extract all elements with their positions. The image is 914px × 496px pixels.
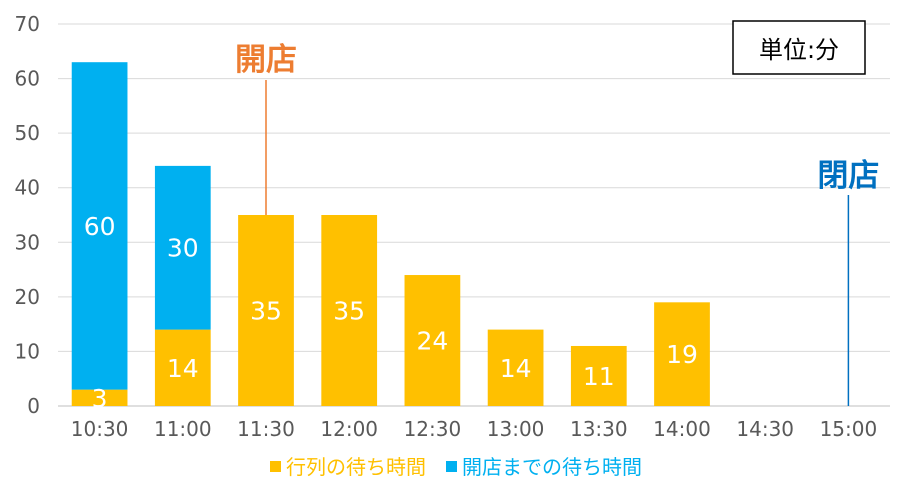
y-tick-label: 70 [15,12,40,36]
y-tick-label: 0 [27,394,40,418]
annotation-label: 開店 [235,42,297,78]
x-tick-label: 13:30 [570,417,628,441]
bar-data-label: 11 [583,362,615,391]
y-tick-label: 40 [15,176,40,200]
x-tick-label: 12:30 [404,417,462,441]
y-tick-label: 50 [15,121,40,145]
bar-data-label: 14 [500,354,532,383]
bar-data-label: 35 [333,297,365,326]
unit-box: 単位:分 [732,20,866,75]
bar-data-label: 3 [92,384,108,413]
bar-data-label: 30 [167,234,199,263]
x-axis-tick-labels: 10:30 11:00 11:30 12:00 12:30 13:00 13:30 14:00… [71,417,877,441]
annotation-label: 閉店 [817,158,879,194]
legend-swatch [446,461,457,472]
bar-data-label: 60 [84,212,116,241]
bar-data-label: 35 [250,297,282,326]
bar-data-label: 24 [416,327,448,356]
x-tick-label: 11:30 [237,417,295,441]
bar-segment [321,215,378,406]
y-axis-tick-labels: 0 10 20 30 40 50 60 70 [15,12,40,418]
x-tick-label: 10:30 [71,417,129,441]
bar-segment [71,389,128,406]
legend-swatch [270,461,281,472]
x-tick-label: 14:00 [653,417,711,441]
bar-segment [238,215,294,406]
x-tick-label: 14:30 [736,417,794,441]
bar-data-label: 19 [666,340,698,369]
y-tick-label: 30 [15,230,40,254]
legend: 行列の待ち時間 開店までの待ち時間 [270,455,642,479]
unit-box-frame [732,20,866,75]
bar-segment [404,275,461,406]
legend-label: 開店までの待ち時間 [462,455,642,479]
bar-data-label: 14 [167,354,199,383]
x-tick-label: 15:00 [820,417,878,441]
legend-label: 行列の待ち時間 [286,455,426,479]
y-tick-label: 20 [15,285,40,309]
bar-segment [154,329,211,406]
x-tick-label: 12:00 [320,417,378,441]
bars [71,62,710,406]
y-tick-label: 10 [15,339,40,363]
bar-segment [71,62,128,390]
bar-segment [570,345,627,406]
x-tick-label: 11:00 [154,417,212,441]
bar-data-labels: 3 60 14 30 35 35 24 14 11 19 [84,212,698,413]
x-tick-label: 13:00 [487,417,545,441]
bar-segment [154,165,211,330]
bar-segment [654,302,710,406]
bar-segment [487,329,544,406]
y-tick-label: 60 [15,67,40,91]
unit-box-text: 単位:分 [759,36,839,64]
